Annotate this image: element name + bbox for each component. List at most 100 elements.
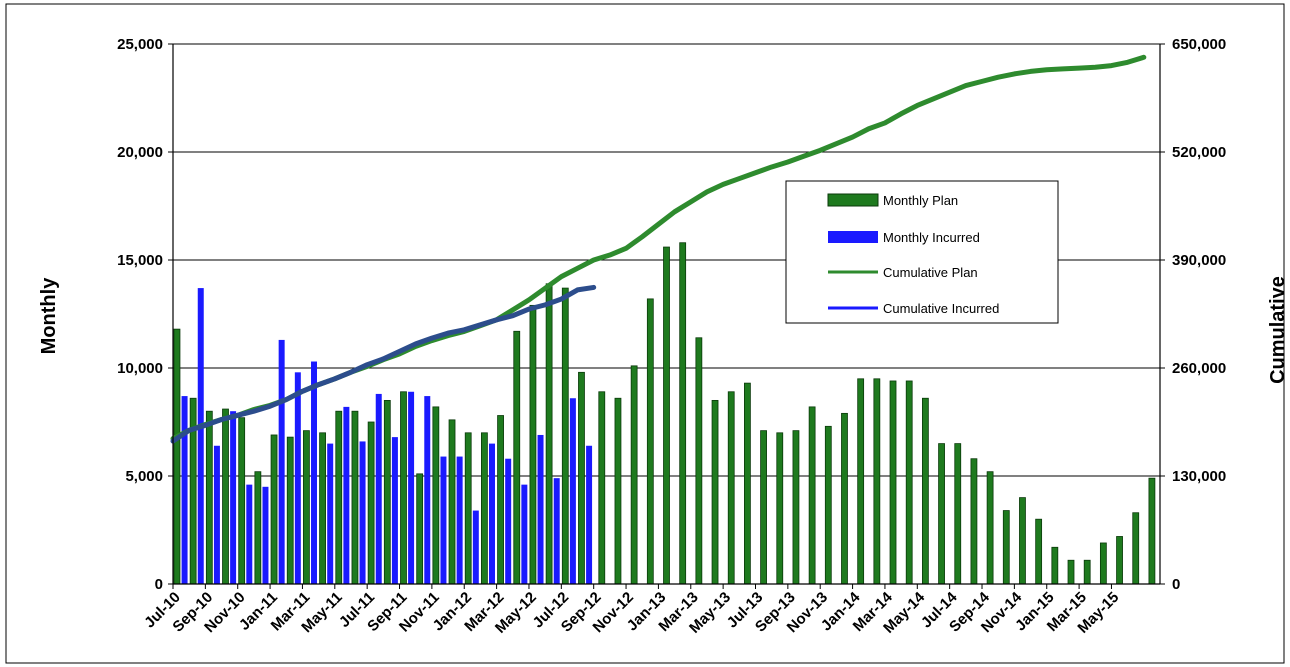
bar-monthly-incurred: [327, 443, 334, 584]
bar-monthly-plan: [529, 304, 537, 585]
bar-monthly-incurred: [294, 372, 301, 584]
bar-monthly-plan: [679, 242, 687, 585]
bar-monthly-plan: [416, 473, 424, 585]
bar-monthly-plan: [286, 436, 294, 585]
bar-monthly-incurred: [213, 445, 220, 584]
bar-monthly-plan: [873, 378, 881, 585]
bar-monthly-plan: [970, 458, 978, 585]
cumulative-lines: [170, 54, 1147, 444]
bar-monthly-plan: [205, 410, 213, 585]
bar-monthly-plan: [727, 391, 735, 585]
y-tick-label: 15,000: [117, 252, 163, 269]
legend-swatch: [827, 193, 879, 207]
legend: Monthly Plan Monthly Incurred Cumulative P…: [785, 180, 1059, 324]
y2-tick-label: 390,000: [1172, 252, 1226, 269]
bar-monthly-plan: [545, 283, 553, 585]
bar-monthly-plan: [480, 432, 488, 585]
bar-monthly-plan: [561, 287, 569, 585]
bar-monthly-incurred: [359, 441, 366, 584]
line-cumulative-incurred: [170, 284, 597, 444]
bar-monthly-plan: [319, 432, 326, 585]
bar-monthly-plan: [351, 410, 359, 585]
y2-tick-label: 0: [1172, 576, 1180, 593]
bar-monthly-incurred: [343, 406, 350, 584]
bar-monthly-plan: [905, 380, 913, 585]
bar-monthly-incurred: [230, 411, 237, 584]
bar-monthly-plan: [1002, 510, 1010, 585]
y2-axis-title: Cumulative: [1267, 276, 1289, 384]
bar-monthly-plan: [497, 415, 504, 585]
bar-monthly-plan: [744, 382, 751, 585]
y-tick-label: 5,000: [125, 468, 163, 485]
bar-monthly-plan: [1083, 559, 1091, 585]
bar-monthly-plan: [889, 380, 897, 585]
bar-monthly-plan: [841, 412, 848, 585]
bar-monthly-incurred: [537, 434, 544, 584]
bar-monthly-plan: [824, 425, 832, 585]
legend-label: Monthly Incurred: [883, 230, 980, 245]
bar-monthly-plan: [254, 471, 262, 585]
legend-label: Monthly Plan: [883, 193, 958, 208]
bar-monthly-plan: [857, 378, 865, 585]
y2-tick-label: 260,000: [1172, 360, 1226, 377]
axes: [172, 44, 1161, 585]
bar-monthly-plan: [1067, 559, 1075, 585]
bar-monthly-incurred: [472, 510, 479, 584]
bar-monthly-plan: [578, 371, 585, 585]
y-axis-title: Monthly: [38, 277, 60, 355]
legend-label: Cumulative Plan: [883, 265, 978, 280]
bar-monthly-plan: [1019, 497, 1026, 585]
bar-monthly-plan: [383, 399, 391, 585]
bar-monthly-plan: [238, 417, 246, 585]
bar-monthly-incurred: [311, 361, 318, 584]
y-tick-label: 25,000: [117, 36, 163, 53]
monthly-plan-bars: [173, 242, 1156, 585]
bar-monthly-plan: [1148, 477, 1156, 585]
bar-monthly-plan: [954, 443, 962, 585]
bar-monthly-plan: [173, 328, 181, 585]
plot-frame: [5, 3, 1285, 664]
y-tick-label: 10,000: [117, 360, 163, 377]
bar-monthly-incurred: [489, 443, 495, 584]
y2-tick-label: 130,000: [1172, 468, 1226, 485]
bar-monthly-plan: [1099, 542, 1107, 585]
bar-monthly-plan: [938, 443, 945, 585]
bar-monthly-incurred: [569, 398, 576, 584]
y-tick-label: 0: [155, 576, 163, 593]
y2-tick-label: 520,000: [1172, 144, 1226, 161]
bar-monthly-plan: [630, 365, 638, 585]
bar-monthly-plan: [464, 432, 472, 585]
bar-monthly-incurred: [181, 396, 188, 584]
bar-monthly-plan: [695, 337, 703, 585]
bar-monthly-plan: [646, 298, 654, 585]
bar-monthly-plan: [513, 330, 521, 585]
bar-monthly-incurred: [375, 393, 382, 584]
bar-monthly-incurred: [586, 445, 593, 584]
bar-monthly-plan: [1132, 512, 1140, 585]
bar-monthly-plan: [432, 406, 440, 585]
bar-monthly-incurred: [408, 391, 415, 584]
bar-monthly-plan: [792, 430, 800, 585]
legend-swatch: [828, 231, 878, 243]
bar-monthly-incurred: [246, 484, 253, 584]
bar-monthly-incurred: [424, 396, 431, 584]
bar-monthly-plan: [711, 399, 719, 585]
bar-monthly-plan: [776, 432, 784, 585]
bar-monthly-incurred: [262, 486, 269, 584]
bar-monthly-plan: [335, 410, 343, 585]
bar-monthly-plan: [921, 397, 929, 585]
y-axis-ticks-left: 0 5,000 10,000 15,000 20,000 25,000: [117, 36, 173, 593]
bar-monthly-incurred: [197, 288, 204, 584]
bar-monthly-plan: [614, 397, 622, 585]
y-axis-ticks-right: 0 130,000 260,000 390,000 520,000 650,000: [1160, 36, 1226, 593]
bar-monthly-incurred: [521, 484, 528, 584]
bar-monthly-plan: [760, 430, 767, 585]
bar-monthly-incurred: [278, 339, 285, 584]
bar-monthly-plan: [986, 471, 994, 585]
y2-tick-label: 650,000: [1172, 36, 1226, 53]
bar-monthly-incurred: [440, 456, 447, 584]
bar-monthly-plan: [222, 408, 229, 585]
bar-monthly-plan: [1116, 536, 1123, 585]
